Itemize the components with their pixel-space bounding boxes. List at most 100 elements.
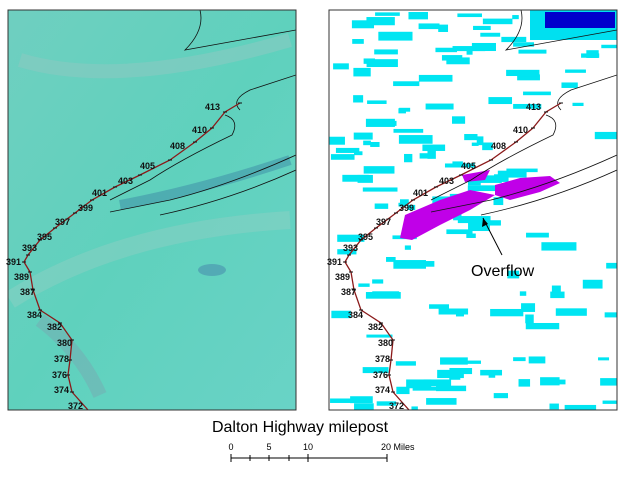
frost-patch	[602, 400, 617, 404]
milepost-label: 397	[55, 217, 70, 227]
frost-patch	[374, 203, 389, 209]
milepost-label: 380	[378, 338, 393, 348]
frost-patch	[353, 132, 373, 140]
frost-patch	[408, 12, 428, 20]
milepost-label: 372	[389, 401, 404, 411]
milepost-label: 372	[68, 401, 83, 411]
scale-label: 20 Miles	[381, 442, 415, 452]
frost-patch	[598, 357, 610, 361]
frost-patch	[480, 32, 501, 37]
milepost-label: 410	[513, 125, 528, 135]
frost-patch	[601, 44, 617, 49]
milepost-label: 405	[461, 161, 476, 171]
frost-patch	[376, 401, 397, 406]
frost-patch	[482, 142, 493, 151]
imagery-background	[8, 10, 296, 410]
frost-patch	[363, 166, 395, 174]
frost-patch	[375, 120, 397, 126]
milepost-label: 413	[205, 102, 220, 112]
frost-patch	[386, 256, 396, 262]
overflow-area	[400, 190, 495, 240]
frost-patch	[466, 233, 476, 238]
frost-patch	[540, 377, 560, 386]
frost-patch	[337, 249, 357, 255]
milepost-label: 380	[57, 338, 72, 348]
frost-patch	[467, 185, 499, 192]
frost-patch	[518, 379, 531, 387]
frost-patch	[426, 398, 457, 405]
frost-patch	[331, 310, 351, 319]
frost-patch	[363, 140, 371, 146]
frost-patch	[471, 175, 502, 183]
frost-patch	[374, 49, 398, 55]
frost-patch	[523, 91, 551, 96]
frost-patch	[572, 102, 584, 107]
frost-patch	[507, 270, 520, 279]
annotation: Overflow	[471, 263, 535, 280]
highway	[23, 102, 241, 410]
river-outline	[236, 74, 296, 111]
frost-patch	[423, 379, 452, 387]
panel-frame	[328, 9, 618, 411]
frost-patch	[541, 242, 577, 251]
frost-patch	[419, 153, 433, 159]
frost-patch	[606, 262, 617, 269]
frost-patch	[586, 50, 599, 58]
milepost-label: 393	[343, 243, 358, 253]
frost-patch	[473, 25, 491, 30]
milepost-label: 389	[335, 272, 350, 282]
frost-patch	[525, 314, 534, 324]
frost-patch	[513, 357, 526, 362]
frost-patch	[335, 147, 360, 153]
frost-patch	[551, 285, 561, 293]
frost-patch	[519, 291, 527, 296]
frost-patch	[457, 216, 491, 224]
frost-patch	[526, 232, 549, 238]
river-outline	[557, 74, 617, 111]
frost-patch	[366, 17, 395, 26]
frost-patch	[497, 170, 527, 178]
frost-patch	[329, 136, 345, 145]
frost-patch	[362, 367, 389, 374]
frost-patch	[333, 63, 349, 70]
frost-patch	[513, 103, 542, 109]
frost-patch	[468, 222, 490, 232]
milepost-label: 376	[373, 370, 388, 380]
frost-patch	[471, 42, 496, 52]
milepost-label: 410	[192, 125, 207, 135]
highway	[344, 102, 562, 410]
frost-patch	[561, 82, 578, 88]
milepost-label: 382	[47, 322, 62, 332]
river-outline	[109, 154, 296, 216]
milepost-label: 401	[92, 188, 107, 198]
river-outline	[430, 114, 557, 201]
frost-patch	[506, 69, 540, 77]
frost-patch	[501, 36, 527, 43]
milepost-label: 378	[375, 354, 390, 364]
frost-patch	[565, 69, 586, 73]
frost-patch	[582, 279, 603, 289]
frost-patch	[372, 279, 384, 284]
frost-patch	[455, 311, 464, 317]
frost-patch	[350, 396, 373, 404]
milepost-label: 374	[54, 385, 69, 395]
frost-patch	[407, 204, 416, 211]
map-background	[329, 10, 617, 410]
frost-patch	[365, 292, 401, 299]
frost-patch	[404, 245, 411, 250]
icing-zone	[198, 264, 226, 276]
milepost-label: 413	[526, 102, 541, 112]
milepost-label: 387	[341, 287, 356, 297]
frost-patch	[351, 20, 375, 29]
frost-patch	[418, 23, 440, 30]
frost-patch	[488, 97, 513, 105]
frost-patch	[366, 334, 393, 338]
frost-patch	[330, 154, 355, 160]
frost-patch	[482, 18, 513, 25]
right-panel	[329, 10, 617, 410]
frost-patch	[393, 128, 424, 133]
frost-patch	[464, 134, 478, 141]
milepost-label: 384	[348, 310, 363, 320]
deep-water-area	[545, 12, 615, 28]
